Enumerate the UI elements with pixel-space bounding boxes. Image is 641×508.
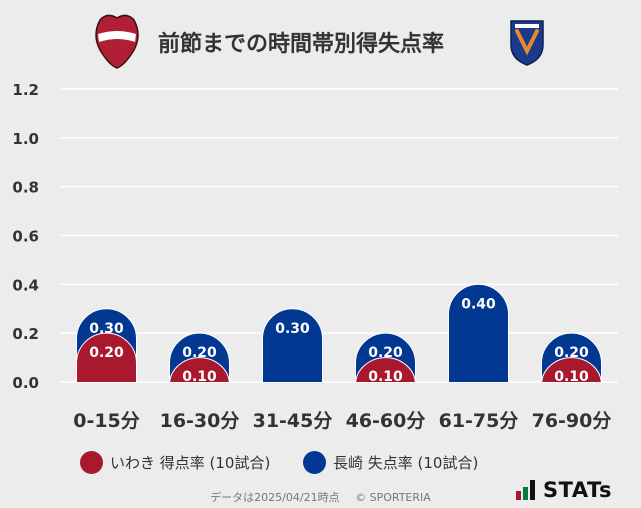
legend-home-swatch — [80, 451, 103, 474]
bar-home — [541, 357, 602, 382]
y-tick-label: 1.0 — [12, 130, 39, 148]
y-tick-label: 0.6 — [12, 228, 39, 246]
x-tick-label: 31-45分 — [253, 410, 333, 432]
bar-home — [76, 332, 137, 382]
y-tick-label: 0.4 — [12, 276, 39, 294]
chart-area: 0.0 0.2 0.4 0.6 0.8 1.0 1.2 0.30 0.20 0-15分 0.20 0.… — [12, 81, 618, 432]
chart-title: 前節までの時間帯別得失点率 — [158, 32, 445, 57]
data-label-away: 0.20 — [182, 345, 217, 361]
data-label-home: 0.20 — [89, 345, 124, 361]
legend-away-label: 長崎 失点率 (10試合) — [333, 454, 479, 472]
data-label-home: 0.10 — [182, 369, 217, 385]
x-tick-label: 61-75分 — [439, 410, 519, 432]
footer: データは2025/04/21時点 © SPORTERIA — [0, 489, 641, 505]
data-label-away: 0.20 — [554, 345, 589, 361]
v-varen-nagasaki-crest-icon — [510, 20, 544, 66]
y-tick-label: 0.2 — [12, 325, 39, 343]
iwaki-fc-crest-icon — [95, 14, 139, 69]
stats-bars-icon — [516, 480, 537, 500]
legend-item-home: いわき 得点率 (10試合) — [80, 451, 270, 474]
data-label-away: 0.30 — [275, 321, 310, 337]
stats-brand: STATs — [516, 478, 612, 502]
bar-home — [169, 357, 230, 382]
x-tick-label: 16-30分 — [160, 410, 240, 432]
data-label-away: 0.30 — [89, 321, 124, 337]
data-label-home: 0.10 — [554, 369, 589, 385]
data-label-away: 0.40 — [461, 296, 496, 312]
stats-brand-name: STATs — [543, 478, 612, 502]
legend-item-away: 長崎 失点率 (10試合) — [303, 451, 478, 474]
x-tick-label: 46-60分 — [346, 410, 426, 432]
legend-away-swatch — [303, 451, 326, 474]
footer-copyright: © SPORTERIA — [355, 491, 431, 504]
footer-data-date: データは2025/04/21時点 — [210, 491, 340, 504]
y-tick-label: 0.8 — [12, 179, 39, 197]
bar-away — [448, 283, 509, 382]
x-tick-label: 76-90分 — [532, 410, 612, 432]
legend-home-label: いわき 得点率 (10試合) — [110, 454, 271, 472]
data-label-away: 0.20 — [368, 345, 403, 361]
bar-away — [262, 308, 323, 382]
x-tick-label: 0-15分 — [73, 410, 140, 432]
y-tick-label: 1.2 — [12, 81, 39, 99]
y-tick-label: 0.0 — [12, 374, 39, 392]
bar-home — [355, 357, 416, 382]
data-label-home: 0.10 — [368, 369, 403, 385]
